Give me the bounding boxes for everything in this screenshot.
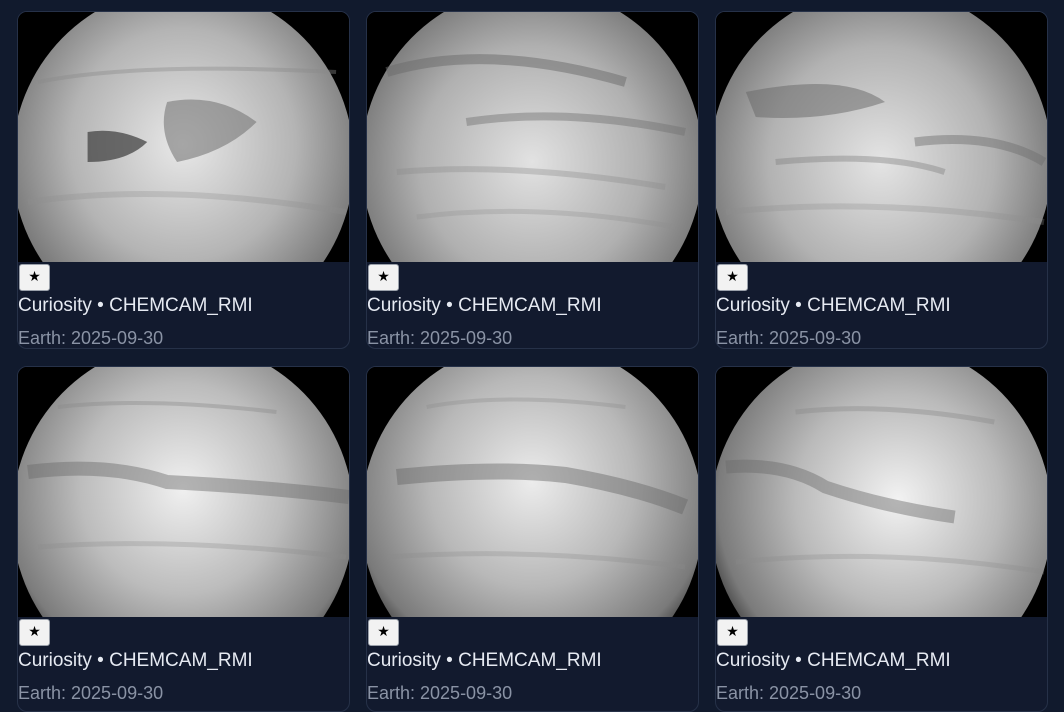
photo-date: Earth: 2025-09-30	[716, 683, 862, 703]
star-icon: ★	[377, 624, 390, 640]
photo-title: Curiosity • CHEMCAM_RMI	[367, 650, 602, 671]
photo-date: Earth: 2025-09-30	[18, 683, 164, 703]
favorite-button[interactable]: ★	[19, 264, 50, 291]
photo-date: Earth: 2025-09-30	[18, 328, 164, 348]
star-icon: ★	[726, 269, 739, 285]
rover-photo[interactable]	[18, 12, 349, 262]
favorite-button[interactable]: ★	[368, 619, 399, 646]
favorite-button[interactable]: ★	[717, 619, 748, 646]
photo-title: Curiosity • CHEMCAM_RMI	[18, 650, 253, 671]
rover-photo[interactable]	[716, 12, 1047, 262]
rover-photo[interactable]	[18, 367, 349, 617]
photo-card[interactable]: ★ Curiosity • CHEMCAM_RMI Earth: 2025-09…	[366, 366, 699, 712]
favorite-button[interactable]: ★	[19, 619, 50, 646]
photo-date: Earth: 2025-09-30	[716, 328, 862, 348]
star-icon: ★	[28, 269, 41, 285]
rover-photo[interactable]	[367, 12, 698, 262]
photo-card[interactable]: ★ Curiosity • CHEMCAM_RMI Earth: 2025-09…	[715, 366, 1048, 712]
favorite-button[interactable]: ★	[717, 264, 748, 291]
photo-date: Earth: 2025-09-30	[367, 328, 513, 348]
photo-title: Curiosity • CHEMCAM_RMI	[716, 295, 951, 316]
favorite-button[interactable]: ★	[368, 264, 399, 291]
photo-card[interactable]: ★ Curiosity • CHEMCAM_RMI Earth: 2025-09…	[17, 11, 350, 349]
star-icon: ★	[726, 624, 739, 640]
photo-card[interactable]: ★ Curiosity • CHEMCAM_RMI Earth: 2025-09…	[366, 11, 699, 349]
photo-title: Curiosity • CHEMCAM_RMI	[367, 295, 602, 316]
photo-title: Curiosity • CHEMCAM_RMI	[18, 295, 253, 316]
star-icon: ★	[377, 269, 390, 285]
photo-card[interactable]: ★ Curiosity • CHEMCAM_RMI Earth: 2025-09…	[17, 366, 350, 712]
photo-title: Curiosity • CHEMCAM_RMI	[716, 650, 951, 671]
photo-card[interactable]: ★ Curiosity • CHEMCAM_RMI Earth: 2025-09…	[715, 11, 1048, 349]
rover-photo[interactable]	[367, 367, 698, 617]
photo-date: Earth: 2025-09-30	[367, 683, 513, 703]
rover-photo[interactable]	[716, 367, 1047, 617]
star-icon: ★	[28, 624, 41, 640]
